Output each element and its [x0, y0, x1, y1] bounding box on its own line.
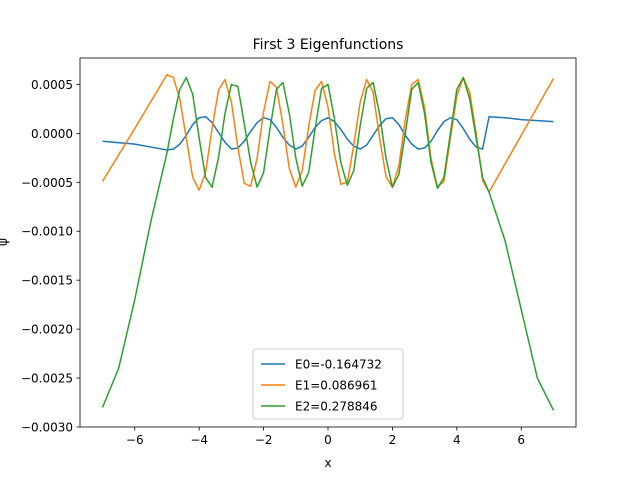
x-tick-label: 0 — [324, 433, 332, 447]
x-tick-label: 4 — [453, 433, 461, 447]
x-tick-label: −4 — [190, 433, 208, 447]
y-axis-label: ψ — [0, 238, 10, 246]
x-axis-label: x — [324, 456, 331, 470]
y-tick-label: 0.0000 — [31, 127, 73, 141]
series-line-e2 — [101, 76, 555, 411]
legend-label-e1: E1=0.086961 — [295, 379, 378, 393]
y-tick-label: −0.0005 — [21, 176, 73, 190]
x-tick-label: −6 — [126, 433, 144, 447]
y-tick-label: −0.0015 — [21, 274, 73, 288]
x-tick-label: 2 — [389, 433, 397, 447]
y-tick-label: −0.0010 — [21, 225, 73, 239]
legend-label-e0: E0=-0.164732 — [295, 358, 382, 372]
series-line-e1 — [101, 73, 555, 193]
series-line-e0 — [102, 115, 554, 151]
x-tick-label: 6 — [517, 433, 525, 447]
y-axis: −0.0030 −0.0025 −0.0020 −0.0015 −0.0010 −0.00… — [21, 78, 80, 435]
legend-label-e2: E2=0.278846 — [295, 400, 378, 414]
chart-title: First 3 Eigenfunctions — [253, 37, 404, 53]
y-tick-label: −0.0025 — [21, 372, 73, 386]
y-tick-label: 0.0005 — [31, 78, 73, 92]
plot-area — [101, 73, 555, 411]
x-axis: −6 −4 −2 0 2 4 6 — [126, 427, 525, 447]
x-tick-label: −2 — [255, 433, 273, 447]
legend: E0=-0.164732 E1=0.086961 E2=0.278846 — [252, 348, 404, 420]
y-tick-label: −0.0020 — [21, 323, 73, 337]
legend-box — [252, 348, 404, 420]
y-tick-label: −0.0030 — [21, 421, 73, 435]
